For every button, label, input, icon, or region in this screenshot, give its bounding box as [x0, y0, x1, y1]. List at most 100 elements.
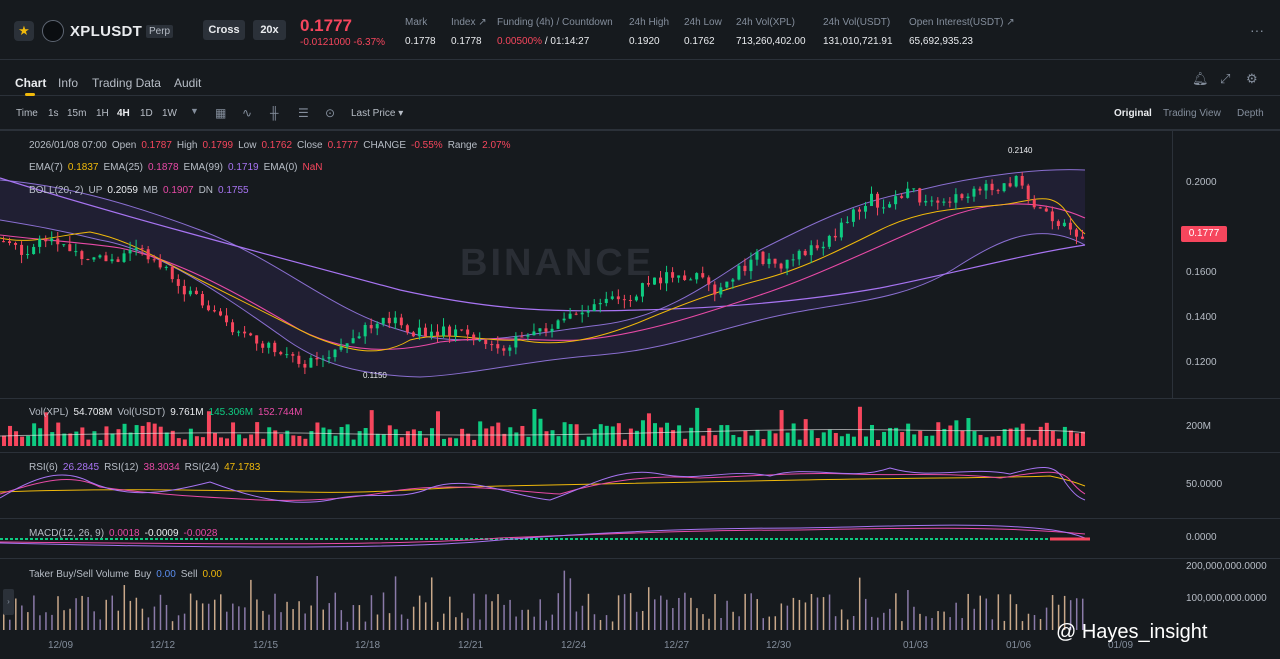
candle-body [1080, 236, 1084, 239]
volume-svg [0, 406, 1086, 446]
taker-bar [123, 585, 126, 630]
expand-icon[interactable]: ⤢ [1220, 71, 1231, 86]
taker-bar [726, 600, 728, 630]
volume-bar [2, 435, 6, 446]
volume-bar [297, 435, 302, 446]
volume-bar [888, 427, 893, 446]
interval-15m[interactable]: 15m [67, 108, 87, 119]
taker-bar [545, 620, 547, 630]
taker-panel[interactable] [0, 558, 1280, 659]
chart-low-label: 0.1150 [363, 371, 387, 380]
volume-bar [225, 438, 230, 446]
collapse-panel-icon[interactable]: › [3, 589, 14, 615]
taker-bar [750, 593, 752, 630]
interval-1h[interactable]: 1H [96, 108, 109, 119]
candle-body [8, 241, 12, 243]
volume-bar [912, 434, 917, 446]
taker-bar [388, 613, 391, 630]
stat-value-mark: 0.1778 [405, 36, 436, 47]
favorite-star-icon[interactable]: ★ [14, 21, 34, 41]
margin-mode-button[interactable]: Cross [203, 20, 245, 40]
price-chart-svg[interactable] [0, 130, 1172, 398]
candle-body [839, 222, 843, 238]
candle-body [791, 259, 795, 261]
tab-trading-data[interactable]: Trading Data [92, 76, 161, 90]
view-original[interactable]: Original [1114, 108, 1152, 119]
taker-bar [298, 601, 300, 630]
more-options-icon[interactable]: ··· [1250, 22, 1264, 38]
volume-bar [978, 434, 983, 446]
volume-bar [628, 428, 633, 446]
volume-bar [948, 425, 953, 446]
leverage-button[interactable]: 20x [253, 20, 286, 40]
volume-bar [514, 432, 519, 446]
candle-type-icon[interactable]: ╫ [270, 106, 279, 120]
interval-1s[interactable]: 1s [48, 108, 59, 119]
taker-bar [479, 619, 481, 630]
tab-audit[interactable]: Audit [174, 76, 202, 90]
stat-value-24h-vol-xpl: 713,260,402.00 [736, 36, 806, 47]
candle-body [568, 313, 572, 319]
taker-bar [834, 616, 837, 630]
volume-bar [550, 430, 555, 446]
taker-bar [877, 617, 879, 630]
taker-bar [117, 610, 120, 630]
drawing-tools-icon[interactable]: ☰ [298, 106, 309, 120]
x-axis-label: 12/30 [766, 640, 792, 651]
taker-bar [1021, 621, 1024, 630]
taker-bar [539, 599, 541, 630]
ohlc-legend: 2026/01/08 07:00 Open 0.1787 High 0.1799 Low 0… [29, 140, 511, 151]
volume-bar [472, 439, 477, 446]
interval-1w[interactable]: 1W [162, 108, 177, 119]
volume-bar [116, 429, 121, 446]
price-source-dropdown[interactable]: Last Price ▾ [351, 108, 404, 119]
candle-body [496, 344, 500, 349]
stat-label-index[interactable]: Index ↗ [451, 17, 487, 28]
candle-body [182, 285, 186, 295]
ema99-line [0, 177, 1086, 312]
settings-icon[interactable]: ⚙ [1246, 71, 1258, 86]
interval-1d[interactable]: 1D [140, 108, 153, 119]
candle-body [375, 323, 379, 329]
candle-body [954, 194, 958, 203]
stat-label-open-interest[interactable]: Open Interest(USDT) ↗ [909, 17, 1015, 28]
view-depth[interactable]: Depth [1237, 108, 1264, 119]
taker-bar [346, 621, 349, 630]
price-axis-tick: 0.1600 [1186, 267, 1217, 278]
candle-body [339, 346, 343, 350]
macd-axis-tick: 0.0000 [1186, 532, 1217, 543]
volume-bar [436, 411, 440, 446]
view-trading-view[interactable]: Trading View [1163, 108, 1221, 119]
taker-bar [810, 593, 813, 630]
volume-bar [164, 432, 169, 446]
volume-bar [924, 435, 929, 446]
taker-bar [937, 611, 939, 630]
volume-bar [737, 437, 742, 446]
x-axis-label: 12/12 [150, 640, 176, 651]
volume-bar [429, 428, 434, 446]
symbol-name[interactable]: XPLUSDT [70, 23, 143, 40]
reset-icon[interactable]: ⊙ [325, 106, 336, 120]
volume-bar [984, 437, 989, 446]
calendar-icon[interactable]: ▦ [215, 106, 227, 120]
volume-bar [490, 426, 495, 446]
tab-info[interactable]: Info [58, 76, 79, 90]
tab-chart[interactable]: Chart [15, 76, 47, 90]
volume-bar [785, 432, 790, 446]
taker-bar [1033, 615, 1036, 630]
interval-dropdown-icon[interactable]: ▼ [190, 106, 199, 116]
taker-bar [1015, 604, 1018, 630]
taker-bar [1057, 604, 1060, 630]
taker-bar [798, 599, 801, 630]
volume-bar [200, 437, 205, 446]
candle-body [586, 311, 590, 313]
alert-bell-icon[interactable]: 🔔︎ [1192, 71, 1209, 86]
taker-bar [99, 619, 101, 630]
volume-bar [1044, 422, 1049, 446]
indicator-icon[interactable]: ∿ [242, 106, 253, 120]
taker-bar [611, 621, 614, 630]
candle-body [797, 250, 801, 260]
rsi6-line [0, 466, 1086, 503]
interval-4h[interactable]: 4H [117, 108, 130, 119]
taker-bar [515, 616, 517, 630]
